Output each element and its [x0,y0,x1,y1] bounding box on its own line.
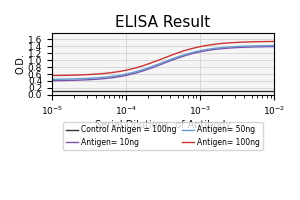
Line: Antigen= 10ng: Antigen= 10ng [52,47,274,81]
Antigen= 50ng [140,69,143,71]
Antigen= 100ng [85,73,88,76]
Antigen= 10ng [141,70,144,72]
Antigen= 50ng [271,44,275,47]
Antigen= 50ng [50,78,54,81]
Control Antigen = 100ng [136,90,140,92]
Line: Antigen= 50ng: Antigen= 50ng [52,46,274,79]
Control Antigen = 100ng [272,90,276,92]
Antigen= 100ng [272,40,276,43]
Antigen= 50ng [136,70,140,72]
Y-axis label: O.D.: O.D. [15,53,25,74]
Antigen= 100ng [140,65,143,67]
Antigen= 10ng [272,45,276,48]
Antigen= 100ng [141,65,144,67]
Line: Antigen= 100ng: Antigen= 100ng [52,41,274,76]
Antigen= 50ng [85,77,88,80]
Antigen= 10ng [136,71,140,74]
Antigen= 50ng [71,78,74,80]
Antigen= 100ng [271,40,275,43]
Antigen= 100ng [50,74,54,77]
Control Antigen = 100ng [271,90,275,92]
Antigen= 10ng [271,45,275,48]
Antigen= 50ng [272,44,276,47]
Antigen= 10ng [71,79,74,82]
Control Antigen = 100ng [140,90,143,92]
Antigen= 10ng [50,79,54,82]
Antigen= 100ng [71,74,74,76]
Control Antigen = 100ng [85,90,88,92]
Antigen= 10ng [85,79,88,81]
Control Antigen = 100ng [50,90,54,92]
Title: ELISA Result: ELISA Result [115,15,211,30]
Antigen= 100ng [136,66,140,68]
Antigen= 10ng [140,70,143,73]
Control Antigen = 100ng [141,90,144,92]
X-axis label: Serial Dilutions  of Antibody: Serial Dilutions of Antibody [95,120,231,130]
Antigen= 50ng [141,69,144,71]
Control Antigen = 100ng [71,90,74,92]
Legend: Control Antigen = 100ng, Antigen= 10ng, Antigen= 50ng, Antigen= 100ng: Control Antigen = 100ng, Antigen= 10ng, … [63,122,263,150]
